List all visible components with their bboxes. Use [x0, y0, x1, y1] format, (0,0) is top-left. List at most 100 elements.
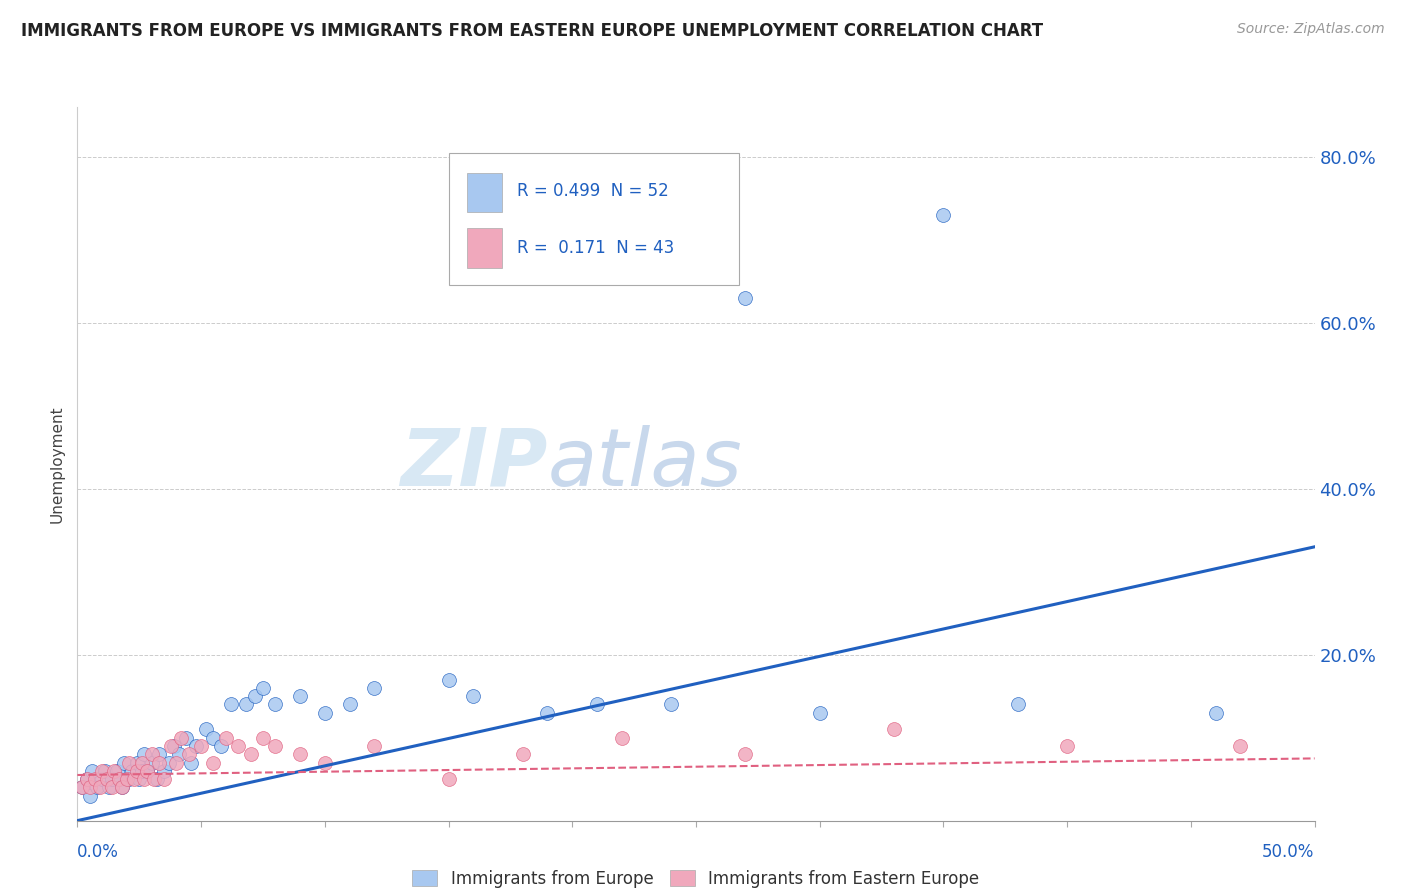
Point — [103, 764, 125, 778]
Point — [437, 772, 460, 786]
Point — [141, 747, 163, 762]
Text: R = 0.499  N = 52: R = 0.499 N = 52 — [516, 182, 668, 200]
Point — [79, 789, 101, 803]
Point — [586, 698, 609, 712]
Legend: Immigrants from Europe, Immigrants from Eastern Europe: Immigrants from Europe, Immigrants from … — [406, 863, 986, 892]
Point — [148, 756, 170, 770]
Text: Source: ZipAtlas.com: Source: ZipAtlas.com — [1237, 22, 1385, 37]
Point — [118, 756, 141, 770]
Point — [734, 291, 756, 305]
Point — [135, 764, 157, 778]
Point — [363, 739, 385, 753]
Point — [437, 673, 460, 687]
Point — [105, 764, 128, 778]
Point — [226, 739, 249, 753]
Point — [121, 764, 143, 778]
Point — [190, 739, 212, 753]
Point — [219, 698, 242, 712]
Point — [76, 772, 98, 786]
Point — [177, 747, 200, 762]
Text: 50.0%: 50.0% — [1263, 843, 1315, 861]
Point — [153, 764, 176, 778]
Point — [239, 747, 262, 762]
Point — [363, 681, 385, 695]
Point — [883, 723, 905, 737]
Text: atlas: atlas — [547, 425, 742, 503]
Point — [91, 772, 114, 786]
Point — [108, 772, 131, 786]
Text: IMMIGRANTS FROM EUROPE VS IMMIGRANTS FROM EASTERN EUROPE UNEMPLOYMENT CORRELATIO: IMMIGRANTS FROM EUROPE VS IMMIGRANTS FRO… — [21, 22, 1043, 40]
Point — [512, 747, 534, 762]
Point — [734, 747, 756, 762]
Point — [131, 756, 153, 770]
FancyBboxPatch shape — [467, 228, 502, 268]
Point — [111, 780, 134, 795]
Point — [170, 731, 193, 745]
Point — [153, 772, 176, 786]
Text: 0.0%: 0.0% — [77, 843, 120, 861]
Point — [108, 772, 131, 786]
Point — [134, 772, 156, 786]
Point — [1007, 698, 1029, 712]
Point — [184, 739, 207, 753]
Point — [125, 764, 148, 778]
Point — [135, 764, 157, 778]
Point — [82, 764, 104, 778]
Point — [118, 772, 141, 786]
Point — [134, 747, 156, 762]
Point — [215, 731, 238, 745]
Point — [288, 689, 311, 703]
Point — [86, 780, 108, 795]
Point — [288, 747, 311, 762]
Point — [1229, 739, 1251, 753]
Point — [98, 780, 121, 795]
Point — [125, 756, 148, 770]
Point — [115, 772, 138, 786]
Point — [93, 764, 115, 778]
Point — [195, 723, 218, 737]
Point — [264, 739, 287, 753]
Y-axis label: Unemployment: Unemployment — [49, 405, 65, 523]
Point — [252, 681, 274, 695]
Point — [96, 772, 118, 786]
Point — [101, 780, 124, 795]
Point — [79, 780, 101, 795]
FancyBboxPatch shape — [467, 173, 502, 212]
Point — [339, 698, 361, 712]
Point — [314, 706, 336, 720]
Point — [101, 772, 124, 786]
Point — [1056, 739, 1078, 753]
FancyBboxPatch shape — [449, 153, 740, 285]
Point — [235, 698, 257, 712]
Point — [167, 747, 190, 762]
Point — [202, 731, 225, 745]
Point — [1205, 706, 1227, 720]
Point — [264, 698, 287, 712]
Point — [932, 208, 955, 222]
Point — [252, 731, 274, 745]
Point — [165, 756, 187, 770]
Point — [76, 772, 98, 786]
Point — [659, 698, 682, 712]
Point — [610, 731, 633, 745]
Point — [202, 756, 225, 770]
Point — [111, 780, 134, 795]
Point — [174, 731, 197, 745]
Point — [209, 739, 232, 753]
Point — [72, 780, 94, 795]
Point — [314, 756, 336, 770]
Point — [160, 739, 183, 753]
Point — [163, 739, 186, 753]
Point — [143, 772, 166, 786]
Point — [245, 689, 267, 703]
Point — [148, 747, 170, 762]
Point — [83, 772, 105, 786]
Point — [463, 689, 485, 703]
Text: R =  0.171  N = 43: R = 0.171 N = 43 — [516, 239, 673, 257]
Point — [91, 764, 114, 778]
Point — [122, 772, 145, 786]
Point — [72, 780, 94, 795]
Point — [131, 764, 153, 778]
Point — [145, 772, 167, 786]
Point — [89, 780, 111, 795]
